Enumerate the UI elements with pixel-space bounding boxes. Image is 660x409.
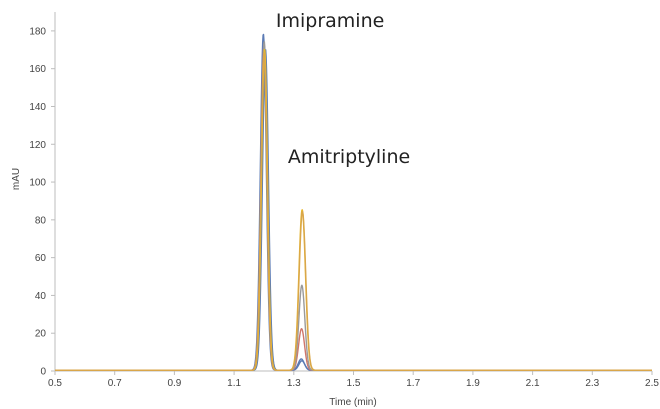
- peak-annotation-2: Amitriptyline: [288, 146, 410, 168]
- y-tick-label: 160: [29, 64, 46, 75]
- x-tick-label: 2.1: [526, 378, 540, 389]
- series-line-3: [54, 44, 653, 371]
- x-tick-label: 2.5: [645, 378, 659, 389]
- series-line-2: [54, 49, 653, 371]
- x-tick-label: 1.9: [466, 378, 480, 389]
- series-line-5: [54, 48, 653, 371]
- y-tick-label: 180: [29, 26, 46, 37]
- y-tick-label: 60: [35, 253, 47, 264]
- x-tick-label: 1.5: [347, 378, 361, 389]
- x-axis-title: Time (min): [329, 397, 376, 408]
- x-tick-label: 0.7: [108, 378, 122, 389]
- y-axis-title: mAU: [11, 168, 22, 190]
- y-tick-label: 80: [35, 215, 47, 226]
- x-tick-label: 1.1: [227, 378, 241, 389]
- peak-annotation-1: Imipramine: [276, 10, 384, 32]
- x-tick-label: 0.9: [167, 378, 181, 389]
- series-line-6: [54, 52, 653, 371]
- x-tick-label: 0.5: [48, 378, 62, 389]
- y-tick-label: 0: [40, 367, 46, 378]
- series-line-4: [54, 41, 653, 371]
- y-tick-label: 100: [29, 178, 46, 189]
- series-line-1: [54, 33, 653, 371]
- y-tick-label: 120: [29, 140, 46, 151]
- x-tick-label: 2.3: [585, 378, 599, 389]
- y-tick-label: 40: [35, 291, 47, 302]
- y-tick-label: 140: [29, 102, 46, 113]
- y-tick-label: 20: [35, 329, 47, 340]
- x-tick-label: 1.3: [287, 378, 301, 389]
- x-tick-label: 1.7: [406, 378, 420, 389]
